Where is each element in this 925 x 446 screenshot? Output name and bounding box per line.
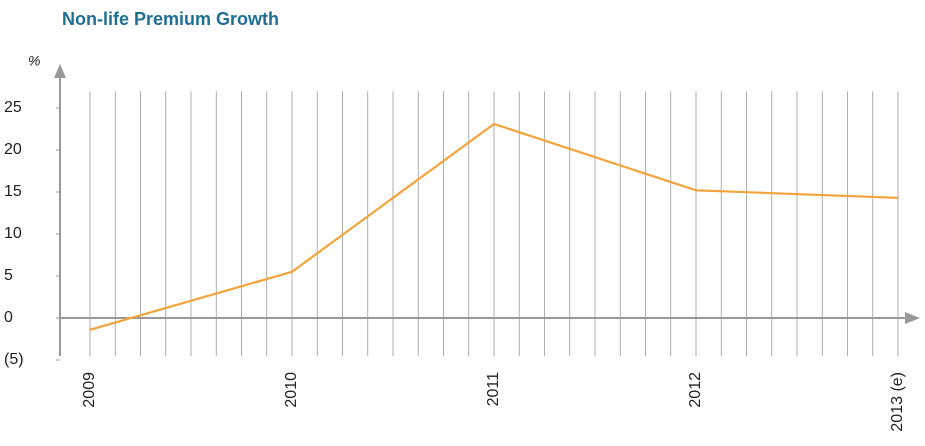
y-tick-label: 10 bbox=[4, 225, 22, 242]
series-line bbox=[89, 122, 899, 331]
y-tick-label: 25 bbox=[4, 99, 22, 116]
y-axis-arrow bbox=[54, 64, 66, 78]
x-tick-label: 2009 bbox=[81, 372, 98, 408]
x-tick-label: 2011 bbox=[485, 372, 502, 407]
y-axis-label: % bbox=[28, 53, 40, 69]
x-tick-label: 2013 (e) bbox=[889, 372, 906, 432]
y-tick-label: (5) bbox=[4, 351, 24, 368]
x-tick-label: 2012 bbox=[687, 372, 704, 408]
x-axis-arrow bbox=[905, 312, 920, 324]
y-tick-label: 5 bbox=[4, 267, 13, 284]
y-tick-label: 20 bbox=[4, 141, 22, 158]
y-tick-label: 0 bbox=[4, 309, 13, 326]
y-tick-label: 15 bbox=[4, 183, 22, 200]
chart-title: Non-life Premium Growth bbox=[62, 9, 279, 29]
x-tick-label: 2010 bbox=[283, 372, 300, 408]
